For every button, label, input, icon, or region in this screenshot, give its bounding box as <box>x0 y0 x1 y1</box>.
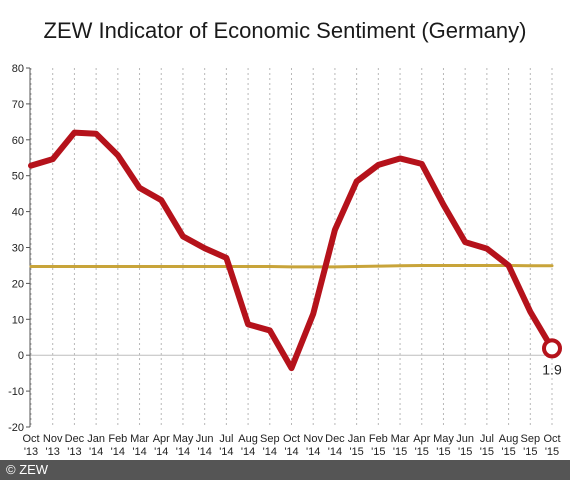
x-tick-label-year: '14 <box>154 446 168 458</box>
chart-title: ZEW Indicator of Economic Sentiment (Ger… <box>43 18 527 43</box>
x-tick-label-year: '14 <box>89 446 103 458</box>
x-tick-label-month: Apr <box>413 433 430 445</box>
x-tick-label-year: '15 <box>415 446 429 458</box>
x-tick-label-month: Jul <box>480 433 494 445</box>
x-tick-label-month: Sep <box>260 433 280 445</box>
series-line-average <box>29 263 554 269</box>
x-tick-label-month: Feb <box>108 433 127 445</box>
x-tick-label-year: '15 <box>371 446 385 458</box>
y-tick-label: 30 <box>12 243 24 255</box>
x-tick-label-month: Apr <box>153 433 170 445</box>
x-tick-label-year: '15 <box>480 446 494 458</box>
y-axis: -20 -10 0 10 20 30 40 50 60 70 80 <box>8 63 31 434</box>
x-tick-label-month: Jun <box>196 433 214 445</box>
x-tick-label-month: Oct <box>543 433 560 445</box>
x-tick-label-month: Dec <box>325 433 345 445</box>
series-line-sentiment <box>28 129 555 372</box>
x-tick-label-year: '14 <box>306 446 320 458</box>
copyright-footer: © ZEW <box>0 460 570 480</box>
x-tick-label-month: Jan <box>87 433 105 445</box>
x-tick-label-month: Aug <box>238 433 258 445</box>
x-tick-label-month: Sep <box>521 433 541 445</box>
series-group: 1.9 <box>28 129 562 377</box>
x-tick-label-year: '14 <box>132 446 146 458</box>
x-tick-label-month: May <box>433 433 454 445</box>
x-tick-label-month: Mar <box>130 433 149 445</box>
x-tick-label-year: '15 <box>393 446 407 458</box>
x-tick-label-year: '15 <box>458 446 472 458</box>
x-tick-label-month: Oct <box>22 433 39 445</box>
x-tick-label-year: '14 <box>328 446 342 458</box>
x-axis: Oct'13Nov'13Dec'13Jan'14Feb'14Mar'14Apr'… <box>22 433 560 458</box>
y-tick-label: 80 <box>12 63 24 75</box>
x-tick-label-year: '15 <box>349 446 363 458</box>
y-tick-label: 20 <box>12 278 24 290</box>
x-tick-label-month: May <box>173 433 194 445</box>
x-tick-label-year: '15 <box>436 446 450 458</box>
y-tick-label: 50 <box>12 171 24 183</box>
x-tick-label-year: '15 <box>523 446 537 458</box>
x-tick-label-year: '14 <box>197 446 211 458</box>
y-tick-label: 60 <box>12 135 24 147</box>
x-tick-label-month: Nov <box>43 433 63 445</box>
x-tick-label-year: '13 <box>24 446 38 458</box>
end-marker <box>542 338 562 359</box>
y-tick-label: 10 <box>12 314 24 326</box>
x-tick-label-year: '13 <box>46 446 60 458</box>
x-tick-label-month: Feb <box>369 433 388 445</box>
x-tick-label-month: Dec <box>65 433 85 445</box>
y-tick-label: 40 <box>12 207 24 219</box>
x-tick-label-year: '13 <box>67 446 81 458</box>
x-tick-label-year: '14 <box>176 446 190 458</box>
x-tick-label-year: '14 <box>219 446 233 458</box>
x-tick-label-year: '14 <box>241 446 255 458</box>
x-tick-label-month: Mar <box>391 433 410 445</box>
x-tick-label-year: '14 <box>284 446 298 458</box>
y-tick-label: 70 <box>12 99 24 111</box>
x-tick-label-month: Jun <box>456 433 474 445</box>
x-tick-label-month: Jan <box>348 433 366 445</box>
x-tick-label-year: '15 <box>501 446 515 458</box>
y-tick-label: -10 <box>8 386 24 398</box>
x-tick-label-month: Jul <box>219 433 233 445</box>
x-tick-label-year: '14 <box>263 446 277 458</box>
x-tick-label-month: Aug <box>499 433 519 445</box>
y-tick-label: 0 <box>18 350 24 362</box>
x-tick-label-year: '15 <box>545 446 559 458</box>
y-tick-label: -20 <box>8 422 24 434</box>
x-tick-label-year: '14 <box>111 446 125 458</box>
end-value-label: 1.9 <box>542 361 562 377</box>
x-tick-label-month: Nov <box>303 433 323 445</box>
x-tick-label-month: Oct <box>283 433 300 445</box>
